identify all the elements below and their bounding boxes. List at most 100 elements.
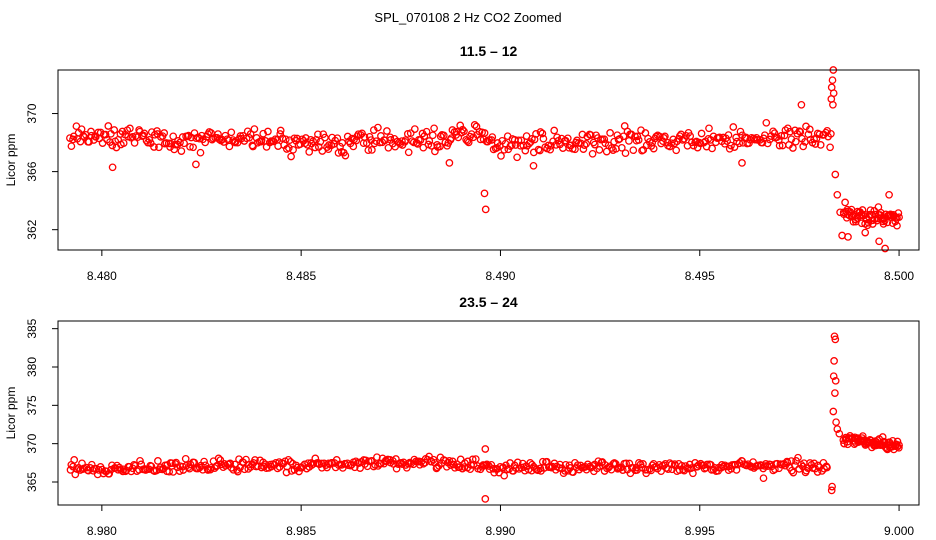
data-point [276,130,285,138]
data-point [759,474,768,483]
data-point [827,129,835,138]
data-point [672,146,681,155]
data-point [831,170,840,179]
data-point [226,459,235,468]
data-point [736,127,745,136]
data-point [743,461,751,470]
data-point [311,143,319,152]
data-point [130,460,138,469]
data-point [791,137,800,146]
data-point [483,137,492,146]
data-point [108,163,117,172]
data-point [586,131,595,139]
data-point [758,138,767,147]
data-point [430,124,438,133]
x-tick-label: 8.985 [286,524,316,538]
data-point [506,142,515,150]
data-point [770,129,779,138]
data-point [487,460,496,469]
data-point [425,137,434,145]
y-tick-label: 375 [25,395,39,415]
data-point [513,153,521,162]
data-point [250,125,259,133]
data-point [895,443,903,452]
y-tick-label: 370 [25,433,39,453]
data-point [303,140,312,149]
data-point [341,151,350,160]
data-point [663,138,672,147]
data-point [343,132,352,141]
data-point [480,129,489,137]
data-point [580,141,589,149]
data-point [816,141,825,149]
data-point [625,137,633,145]
y-tick-label: 362 [25,219,39,239]
data-point [305,148,314,156]
panel-bottom: 23.5 – 24 8.980 8.985 8.990 8.995 9.000 365 370… [4,294,920,538]
data-point [789,468,798,477]
data-point [775,141,784,150]
data-point [610,459,619,467]
x-tick-label: 8.495 [685,269,715,283]
data-point [866,206,875,215]
data-point [697,129,706,138]
data-point [422,127,431,136]
data-point [661,132,669,141]
data-point [317,459,326,468]
data-point [227,128,236,137]
data-point [738,159,746,167]
data-point [762,118,771,127]
data-point [539,134,548,143]
data-point [370,139,379,148]
data-point [649,144,658,153]
data-point [667,460,676,469]
data-point [826,143,834,152]
data-point [67,142,76,151]
data-point [675,466,684,475]
data-point [657,467,665,476]
plot-frame [57,320,920,506]
x-tick-label: 8.980 [87,524,117,538]
y-tick-label: 385 [25,318,39,338]
data-point [110,126,119,134]
data-point [795,127,804,136]
data-point [244,465,253,473]
data-point [225,142,234,151]
x-tick-label: 8.500 [884,269,914,283]
data-point [448,126,457,134]
data-point [98,139,107,147]
data-point [831,376,840,385]
panel-title: 11.5 – 12 [460,43,518,59]
data-point [214,130,222,138]
data-point [428,131,437,140]
data-point [471,455,480,463]
data-point [458,125,467,134]
data-point [588,149,597,158]
data-point [105,469,114,478]
data-point [780,131,789,140]
data-point [727,141,735,150]
data-point [304,459,312,468]
data-point [289,145,297,154]
data-point [445,456,454,465]
data-point [374,123,382,132]
x-tick-label: 9.000 [884,524,914,538]
data-point [683,141,692,150]
data-point [404,148,413,157]
data-points [66,332,903,503]
data-point [101,130,110,139]
data-point [629,146,638,155]
data-point [885,190,893,199]
data-point [550,126,559,135]
data-point [659,134,668,142]
data-point [615,134,624,143]
data-point [155,143,163,152]
data-point [169,132,178,141]
data-point [119,139,128,147]
data-point [383,127,391,135]
data-point [719,462,728,471]
data-point [634,136,643,144]
data-point [489,464,497,473]
x-tick-label: 8.990 [485,524,515,538]
data-point [595,146,604,154]
